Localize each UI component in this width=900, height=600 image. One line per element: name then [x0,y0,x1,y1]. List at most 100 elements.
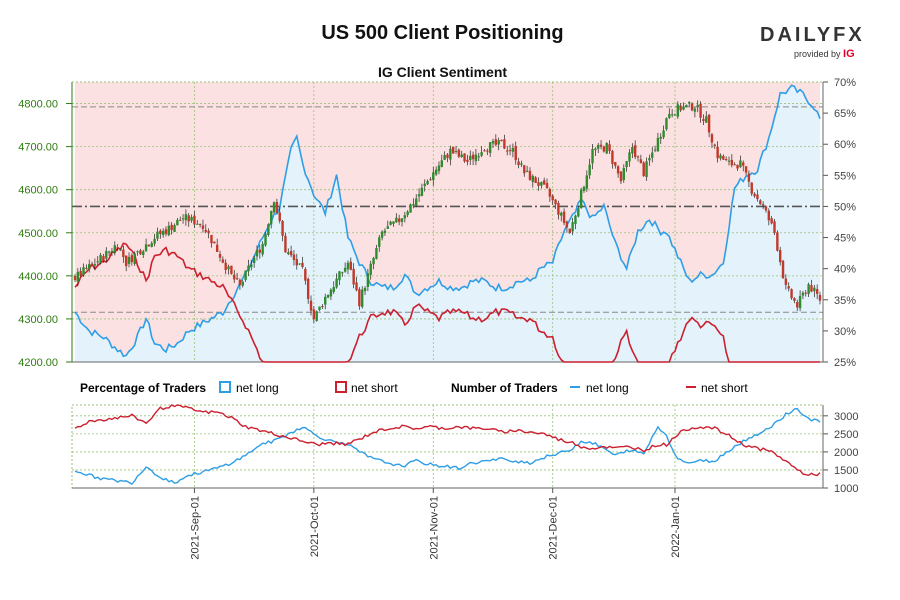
candle-body [716,146,719,159]
candle-body [659,136,662,139]
candle-body [801,292,805,296]
candle-body [173,225,176,232]
candle-body [190,216,193,221]
candle-body [469,155,472,161]
candle-body [699,104,702,118]
candle-body [324,296,327,305]
candle-body [494,139,498,145]
candle-body [218,254,222,258]
ig-logo-icon: IG [843,48,855,60]
candle-body [406,211,409,215]
candle-body [247,265,250,272]
candle-body [318,306,321,310]
candle-body [488,142,492,153]
candle-body [713,144,716,146]
legend-pct-long-swatch [219,381,231,393]
candle-body [537,182,540,186]
candle-body [778,249,782,263]
candle-body [594,148,597,151]
x-tick-label: 2021-Dec-01 [548,496,560,560]
candle-body [196,223,199,225]
candle-body [506,150,509,152]
x-tick-label: 2021-Sep-01 [189,496,201,560]
candle-body [574,215,577,225]
legend-pct-long: net long [236,381,279,395]
candle-body [79,270,82,276]
candle-body [315,311,318,321]
candle-body [796,301,799,308]
x-tick-label: 2021-Oct-01 [309,496,321,557]
candle-body [295,259,298,266]
candle-body [255,250,259,257]
candle-body [753,193,756,197]
legend-num-short: net short [701,381,748,395]
candle-body [540,182,543,186]
count-tick-label: 2000 [834,447,858,459]
candle-body [235,278,239,280]
brand-sub-text: provided by [794,49,841,59]
candle-body [696,104,699,107]
count-tick-label: 1500 [834,465,858,477]
candle-body [457,149,461,157]
candle-body [571,222,574,232]
candle-body [383,230,387,234]
candle-body [238,279,242,285]
pct-tick-label: 70% [834,77,856,89]
candle-body [625,161,628,168]
candle-body [184,214,188,221]
candle-body [443,154,446,160]
candle-body [423,183,426,187]
candle-body [790,289,793,299]
candle-body [309,300,313,311]
candle-body [739,160,742,168]
price-tick-label: 4600.00 [18,185,58,197]
candle-body [648,158,651,161]
pct-tick-label: 40% [834,264,856,276]
candle-body [693,108,697,112]
candle-body [102,256,105,261]
legend-pct-title: Percentage of Traders [80,381,206,395]
candle-body [130,255,134,263]
candle-body [127,256,131,264]
candle-body [298,263,301,265]
candle-body [400,218,404,222]
candle-body [733,164,736,166]
candle-body [90,264,94,266]
candle-body [548,189,552,197]
candle-body [139,250,142,255]
candle-body [386,226,389,229]
candle-body [577,208,580,217]
candle-body [278,212,281,221]
candle-body [687,102,691,104]
candle-body [397,218,401,222]
candle-body [542,180,546,185]
candle-body [747,173,751,182]
candle-body [119,248,122,251]
candle-body [685,104,688,108]
candle-body [369,263,372,275]
candle-body [99,254,102,264]
candle-body [710,134,714,143]
count-tick-label: 3000 [834,411,858,423]
candle-body [144,244,148,252]
candle-body [378,237,381,247]
net-short-area [75,82,820,357]
candle-body [124,255,128,267]
candle-body [497,140,500,145]
candle-body [776,232,779,251]
candle-body [264,233,267,246]
candle-body [207,230,210,234]
price-tick-label: 4300.00 [18,314,58,326]
legend-num-title: Number of Traders [451,381,558,395]
candle-body [784,278,788,285]
candle-body [363,287,367,292]
candle-body [579,189,583,209]
candle-body [761,204,765,206]
candle-body [588,164,591,176]
candle-body [614,162,617,166]
candle-body [181,218,185,220]
candle-body [252,257,256,264]
candle-body [281,220,284,236]
candle-body [759,200,762,205]
price-tick-label: 4700.00 [18,142,58,154]
